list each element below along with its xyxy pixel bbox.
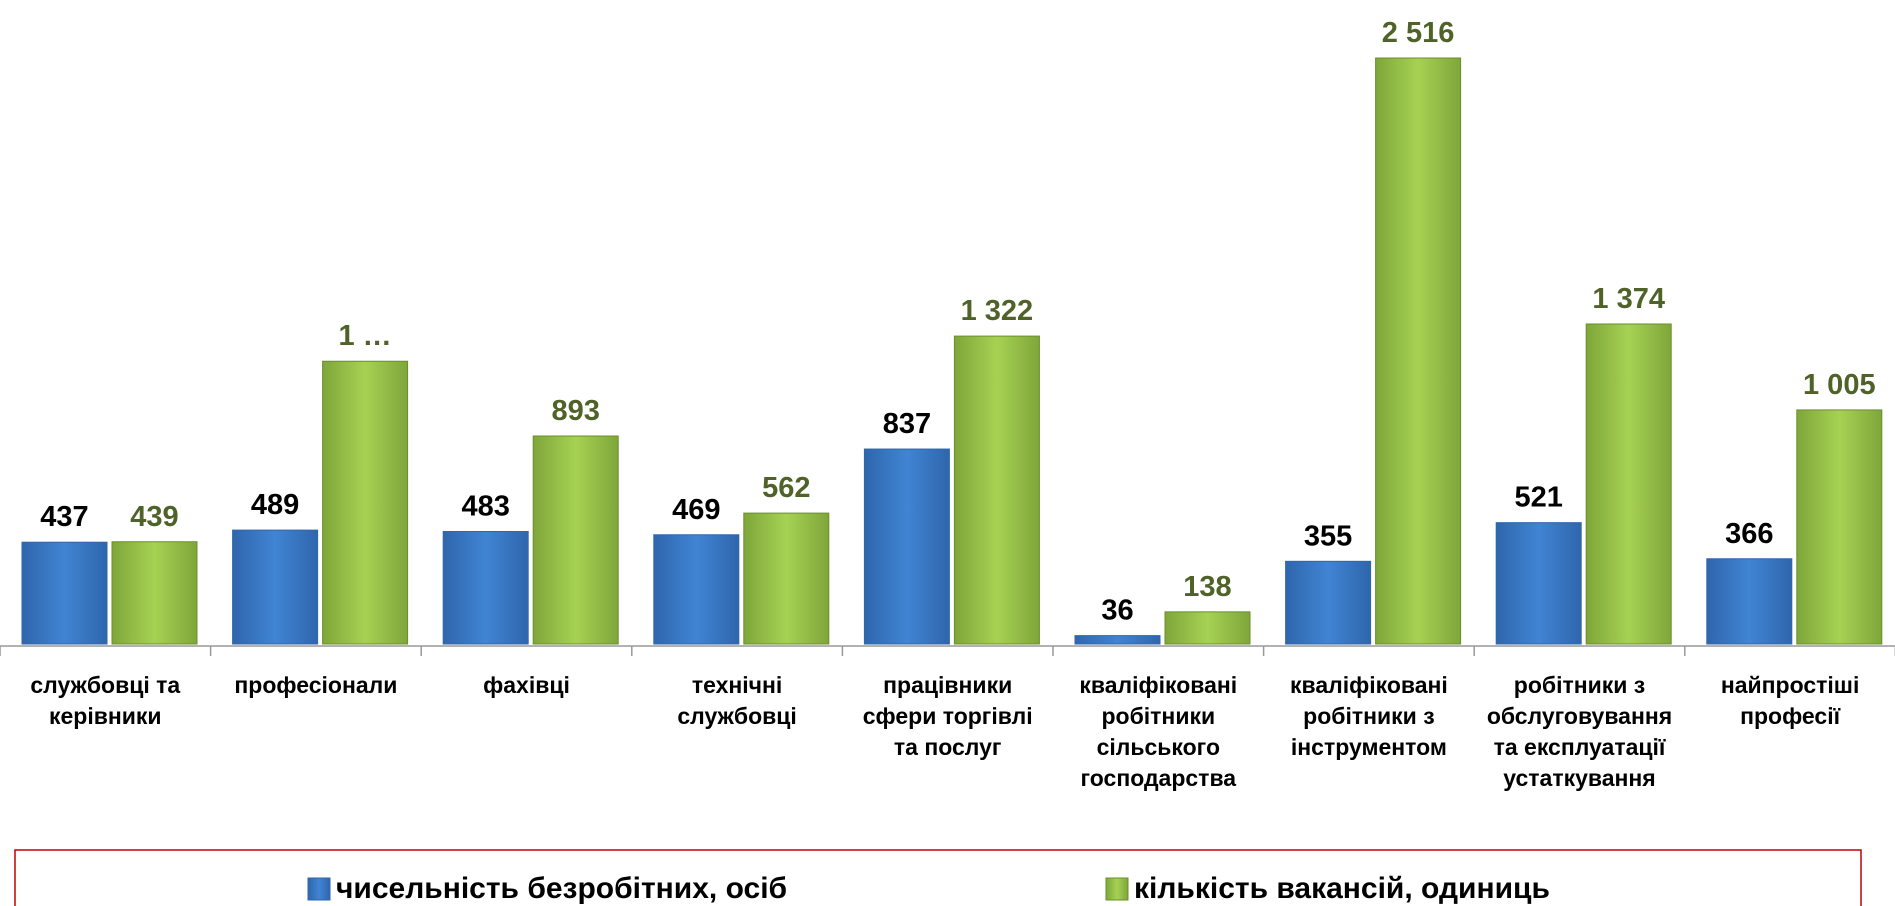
bar	[322, 360, 409, 645]
bar	[863, 448, 950, 645]
value-label: 439	[130, 501, 178, 533]
bar	[21, 541, 108, 645]
value-label: 1 …	[339, 320, 392, 352]
value-label: 366	[1725, 518, 1773, 550]
value-label: 562	[762, 472, 810, 504]
value-label: 36	[1101, 595, 1133, 627]
x-tick-label: кваліфіковані робітники сільського госпо…	[1079, 672, 1238, 791]
value-label: 138	[1183, 571, 1231, 603]
legend-label: чисельність безробітних, осіб	[336, 872, 787, 905]
value-label: 1 005	[1803, 369, 1876, 401]
x-tick-label: технічні службовці	[677, 672, 797, 729]
value-label: 483	[462, 491, 510, 523]
x-tick-label: працівники сфери торгівлі та послуг	[862, 672, 1033, 760]
bar	[111, 541, 198, 645]
x-tick-label: професіонали	[234, 672, 398, 698]
value-label: 521	[1515, 482, 1563, 514]
value-label: 355	[1304, 520, 1352, 552]
x-tick-label: кваліфіковані робітники з інструментом	[1289, 672, 1448, 760]
x-tick-label: робітники з обслуговування та експлуатац…	[1486, 672, 1673, 791]
bar	[653, 534, 740, 645]
bar	[1375, 57, 1462, 645]
bar	[232, 529, 319, 645]
value-label: 1 374	[1592, 283, 1665, 315]
value-label: 2 516	[1382, 17, 1455, 49]
bar	[532, 435, 619, 645]
bar	[442, 531, 529, 645]
bar	[1164, 611, 1251, 645]
x-tick-label: найпростіші професії	[1720, 672, 1860, 729]
value-label: 837	[883, 408, 931, 440]
value-label: 437	[40, 501, 88, 533]
x-tick-label: фахівці	[483, 672, 570, 698]
bar	[1585, 323, 1672, 645]
legend-label: кількість вакансій, одиниць	[1134, 872, 1550, 905]
value-label: 1 322	[961, 295, 1034, 327]
legend-box	[14, 849, 1862, 906]
value-label: 893	[552, 395, 600, 427]
bar	[1285, 560, 1372, 645]
bar	[1074, 635, 1161, 645]
bar	[1495, 522, 1582, 645]
value-label: 469	[672, 494, 720, 526]
bar	[1796, 409, 1883, 645]
x-tick-label: службовці та керівники	[30, 672, 181, 729]
value-label: 489	[251, 489, 299, 521]
bar	[953, 335, 1040, 645]
bar	[1706, 558, 1793, 645]
legend-swatch	[307, 877, 331, 901]
bar	[743, 512, 830, 645]
legend-swatch	[1105, 877, 1129, 901]
